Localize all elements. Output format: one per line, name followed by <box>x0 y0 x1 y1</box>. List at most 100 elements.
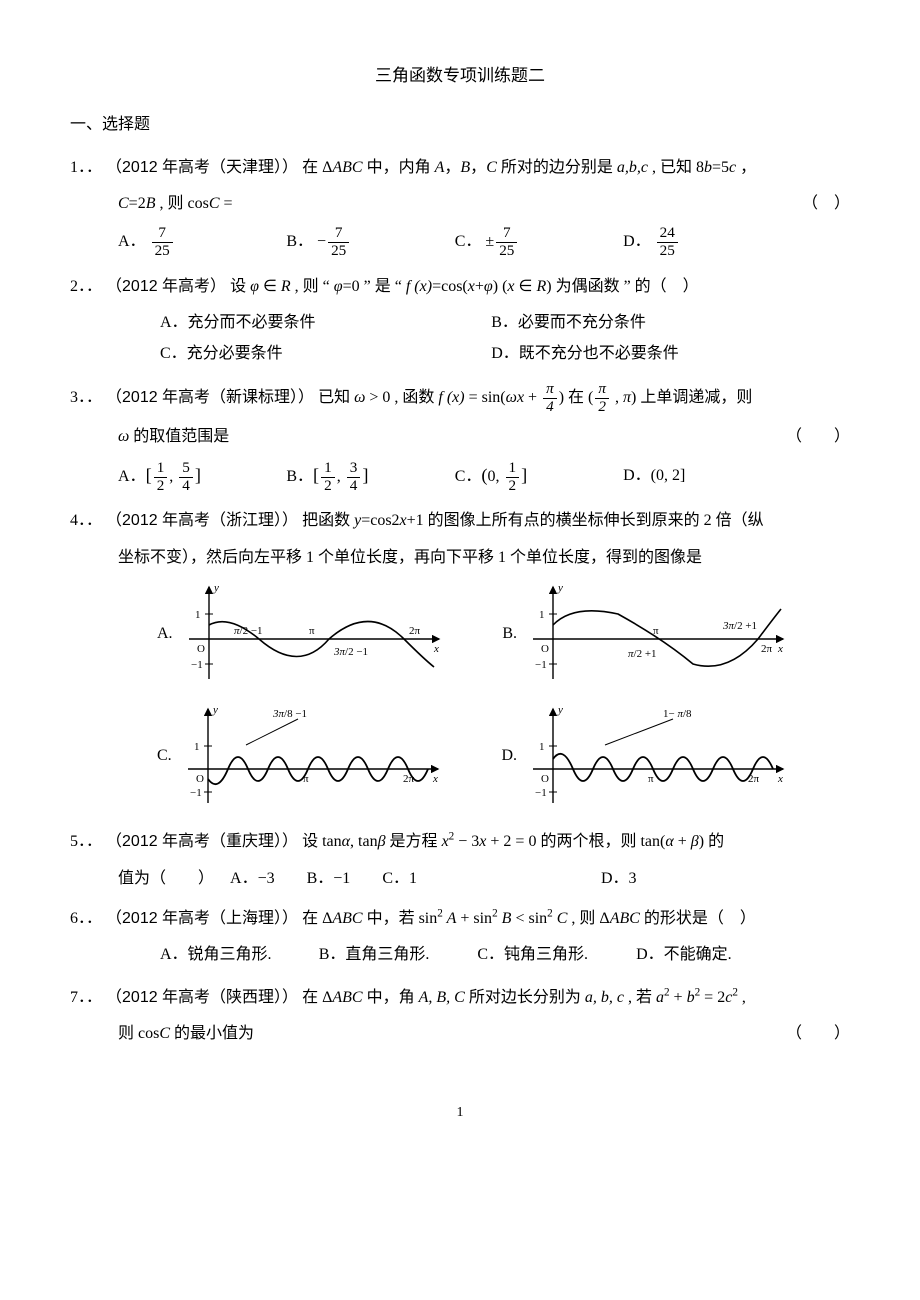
t: ∈ <box>259 278 281 295</box>
n: 1 <box>321 460 335 478</box>
n: π <box>543 381 557 399</box>
fx: f (x) <box>406 278 432 295</box>
label-c: C. <box>157 741 172 771</box>
t: 的取值范围是 <box>129 428 229 445</box>
s: 2 <box>492 908 498 920</box>
svg-text:1: 1 <box>539 741 545 753</box>
abc: ABC <box>332 159 362 176</box>
n: 24 <box>657 225 678 243</box>
t: + <box>674 833 691 850</box>
page-number: 1 <box>70 1100 850 1127</box>
q2-opt-a: A．充分而不必要条件 <box>160 308 491 338</box>
t: C <box>209 195 220 212</box>
t: 已知 <box>318 389 354 406</box>
svg-text:x: x <box>432 773 438 785</box>
question-6: 6．． （2012 年高考（上海理）） 在 ΔABC 中，若 sin2 A + … <box>70 904 850 934</box>
l: A． <box>118 468 146 485</box>
t: ， <box>444 159 460 176</box>
svg-text:1− π/8: 1− π/8 <box>663 708 692 720</box>
q2-text: 设 φ ∈ R , 则 “ φ=0 ” 是 “ f (x)=cos(x+φ) (… <box>230 278 699 295</box>
d: 4 <box>179 478 193 495</box>
svg-text:−1: −1 <box>191 659 203 671</box>
q7-paren: （ ） <box>786 1019 850 1049</box>
svg-text:3π/8 −1: 3π/8 −1 <box>272 708 307 720</box>
l: C． <box>455 468 482 485</box>
b: b <box>687 989 695 1006</box>
b: B <box>460 159 470 176</box>
phi: φ <box>484 278 493 295</box>
t: 在 Δ <box>302 159 332 176</box>
abc: ABC <box>332 910 362 927</box>
section-heading: 一、选择题 <box>70 110 850 140</box>
q3-options: A．[12, 54] B．[12, 34] C．(0, 12] D．(0, 2] <box>70 458 850 495</box>
q3-line2: ω 的取值范围是 （ ） <box>70 422 850 452</box>
n: 7 <box>152 225 173 243</box>
q7-text: 在 ΔABC 中，角 A, B, C 所对边长分别为 a, b, c , 若 a… <box>302 989 746 1006</box>
question-1: 1．． （2012 年高考（天津理）） 在 ΔABC 中，内角 A，B，C 所对… <box>70 153 850 183</box>
x: x <box>517 389 524 406</box>
n: 7 <box>328 225 349 243</box>
d: 25 <box>496 243 517 260</box>
svg-text:2π: 2π <box>409 625 421 637</box>
t: 的形状是（ ） <box>640 910 756 927</box>
svg-text:π: π <box>653 625 659 637</box>
t: , 则 Δ <box>567 910 609 927</box>
n: 1 <box>154 460 168 478</box>
svg-text:1: 1 <box>539 609 545 621</box>
d: 2 <box>506 478 520 495</box>
R: R <box>281 278 291 295</box>
b: b <box>704 159 712 176</box>
neg: − <box>317 233 326 250</box>
R: R <box>536 278 546 295</box>
t: > 0 , 函数 <box>365 389 438 406</box>
q4-graph-a: A. y x O 1 −1 π/2 −1 π 3π/2 −1 2π <box>157 579 449 689</box>
q1-opt-b: B． −725 <box>286 225 454 259</box>
question-2: 2．． （2012 年高考） 设 φ ∈ R , 则 “ φ=0 ” 是 “ f… <box>70 272 850 302</box>
page-title: 三角函数专项训练题二 <box>70 60 850 92</box>
q1-text: 在 ΔABC 中，内角 A，B，C 所对的边分别是 a,b,c , 已知 8b=… <box>302 159 756 176</box>
q1-paren: （ ） <box>802 189 850 219</box>
svg-text:−1: −1 <box>190 787 202 799</box>
q5-source: （2012 年高考（重庆理）） <box>106 833 298 850</box>
q2-number: 2．． <box>70 278 102 295</box>
svg-text:π/2 +1: π/2 +1 <box>628 648 657 660</box>
q3-opt-d: D．(0, 2] <box>623 461 791 491</box>
x: x <box>507 278 514 295</box>
x: x <box>468 278 475 295</box>
t: + <box>670 989 687 1006</box>
q2-options: A．充分而不必要条件 B．必要而不充分条件 C．充分必要条件 D．既不充分也不必… <box>70 308 850 369</box>
t: =cos( <box>432 278 468 295</box>
q5-line2: 值为（ ） A．−3 B．−1 C．1 D．3 <box>70 864 850 894</box>
q4-number: 4．． <box>70 512 102 529</box>
w: ω <box>118 428 129 445</box>
question-4: 4．． （2012 年高考（浙江理）） 把函数 y=cos2x+1 的图像上所有… <box>70 506 850 536</box>
pm: ± <box>485 233 494 250</box>
q5-opt-d: D．3 <box>601 870 637 887</box>
abc: ABC <box>610 910 640 927</box>
q6-opt-c: C．钝角三角形. <box>477 940 636 970</box>
q3-opt-a: A．[12, 54] <box>118 458 286 495</box>
svg-text:1: 1 <box>195 609 201 621</box>
AB: A, B, C <box>419 989 465 1006</box>
q3-opt-b: B．[12, 34] <box>286 458 454 495</box>
x: x <box>442 833 449 850</box>
svg-text:2π: 2π <box>403 773 415 785</box>
d: 25 <box>328 243 349 260</box>
q3-text: 已知 ω > 0 , 函数 f (x) = sin(ωx + π4) 在 (π2… <box>318 389 752 406</box>
q1-opt-d: D． 2425 <box>623 225 791 259</box>
q4-graphs-row2: C. y x O 1 −1 3π/8 −1 π 2π D. y x O 1 −1 <box>70 695 850 817</box>
t: , 已知 8 <box>648 159 704 176</box>
d: 2 <box>595 399 609 416</box>
q1-line2: C=2B , 则 cosC = （ ） <box>70 189 850 219</box>
q2-opt-d: D．既不充分也不必要条件 <box>491 339 822 369</box>
C: C <box>557 910 568 927</box>
a: A <box>435 159 445 176</box>
t: , <box>611 389 623 406</box>
t: 在 Δ <box>302 989 332 1006</box>
l: B． <box>286 233 313 250</box>
d: 2 <box>154 478 168 495</box>
t: 设 <box>230 278 250 295</box>
q7-source: （2012 年高考（陕西理）） <box>106 989 298 1006</box>
t: , <box>738 989 746 1006</box>
t: 中，若 sin <box>363 910 438 927</box>
